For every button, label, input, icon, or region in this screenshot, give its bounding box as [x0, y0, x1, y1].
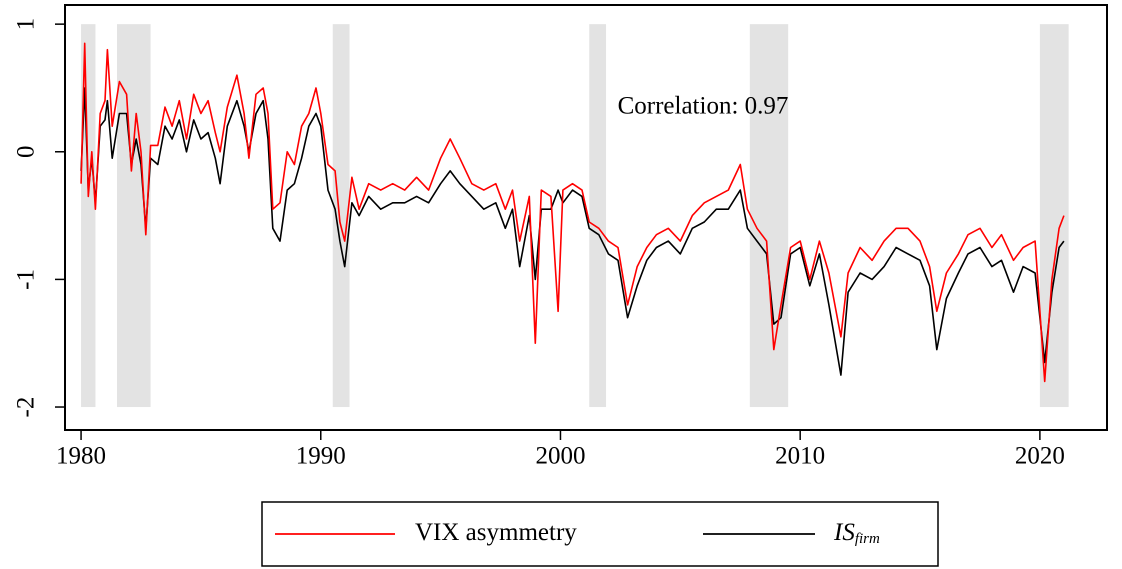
- legend-subscript: firm: [855, 531, 880, 547]
- annotation: Correlation: 0.97: [618, 93, 789, 120]
- legend-label: VIX asymmetry: [415, 519, 577, 546]
- x-tick-label: 1990: [296, 443, 346, 470]
- x-tick-label: 1980: [56, 443, 106, 470]
- legend-name: IS: [833, 519, 855, 546]
- y-tick-label: -1: [13, 269, 40, 290]
- recession-band: [589, 24, 607, 408]
- recession-band: [1039, 24, 1069, 408]
- axes: -2 -1 0 1 1980 1990 2000 2010 2020: [13, 18, 1065, 470]
- y-tick-label: 0: [13, 146, 40, 159]
- x-tick-label: 2010: [775, 443, 825, 470]
- series-lines: [80, 42, 1065, 383]
- recession-band: [81, 24, 96, 408]
- legend: VIX asymmetry ISfirm: [275, 519, 880, 548]
- y-tick-label: -2: [13, 397, 40, 418]
- x-tick-label: 2000: [535, 443, 585, 470]
- legend-label: ISfirm: [833, 519, 880, 548]
- recession-shading: [81, 24, 1069, 408]
- x-tick-label: 2020: [1015, 443, 1065, 470]
- y-tick-label: 1: [13, 18, 40, 31]
- legend-name: VIX asymmetry: [415, 519, 577, 546]
- series-line: [80, 87, 1065, 376]
- recession-band: [332, 24, 350, 408]
- series-line: [80, 42, 1065, 383]
- recession-band: [749, 24, 789, 408]
- plot-frame: [64, 4, 1108, 431]
